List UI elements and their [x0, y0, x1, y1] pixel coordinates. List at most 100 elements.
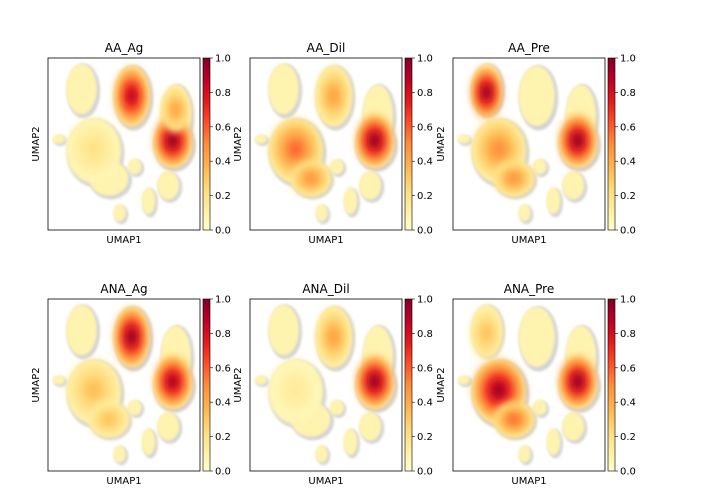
density-hotspot [330, 330, 337, 343]
panel-title: ANA_Ag [100, 282, 147, 296]
density-hotspot [172, 105, 179, 115]
colorbar-tick-label: 0.2 [417, 432, 433, 443]
colorbar-tick-label: 0.6 [620, 363, 636, 374]
cell-density [457, 375, 470, 385]
x-axis-label: UMAP1 [308, 235, 343, 246]
cell-density [66, 304, 97, 356]
colorbar-tick-label: 0.2 [620, 432, 636, 443]
colorbar-tick-label: 0.4 [620, 398, 636, 409]
colorbar-tick-label: 0.2 [215, 432, 231, 443]
density-hotspot [573, 376, 582, 387]
colorbar-tick-label: 0.2 [417, 191, 433, 202]
cell-density [532, 158, 547, 175]
cell-density [254, 134, 267, 144]
colorbar-tick-label: 0.8 [417, 329, 433, 340]
colorbar [607, 57, 616, 231]
colorbar [202, 298, 211, 472]
axes-frame [47, 298, 201, 472]
colorbar-tick-label: 1.0 [215, 54, 231, 65]
x-axis-label: UMAP1 [511, 235, 546, 246]
scatter-area [254, 63, 398, 225]
y-axis-label: UMAP2 [436, 126, 447, 161]
density-hotspot [168, 376, 177, 387]
colorbar-tick-label: 0.2 [215, 191, 231, 202]
colorbar-tick-label: 1.0 [620, 54, 636, 65]
colorbar [202, 57, 211, 231]
axes-frame [47, 57, 201, 231]
colorbar-tick-label: 1.0 [417, 54, 433, 65]
cell-density [52, 134, 65, 144]
cell-density [358, 171, 382, 200]
density-hotspot [370, 135, 379, 146]
panel-title: ANA_Dil [302, 282, 349, 296]
y-axis-label: UMAP2 [233, 367, 244, 402]
colorbar-tick-label: 0.6 [620, 122, 636, 133]
density-hotspot [370, 376, 379, 387]
x-axis-label: UMAP1 [511, 476, 546, 487]
colorbar-tick-label: 0.8 [620, 88, 636, 99]
colorbar [607, 298, 616, 472]
cell-density [457, 134, 470, 144]
cell-density [561, 171, 585, 200]
density-hotspot [128, 89, 135, 102]
density-hotspot [509, 174, 518, 182]
density-hotspot [483, 328, 490, 339]
cell-density [66, 63, 97, 115]
x-axis-label: UMAP1 [106, 476, 141, 487]
density-hotspot [168, 135, 177, 146]
axes-frame [249, 57, 403, 231]
colorbar-tick-label: 0.6 [417, 122, 433, 133]
cell-density [518, 306, 555, 367]
cell-density [52, 375, 65, 385]
axes-frame [452, 57, 606, 231]
colorbar-tick-label: 0.0 [417, 467, 433, 478]
density-hotspot [573, 135, 582, 146]
colorbar-tick-label: 0.0 [215, 226, 231, 237]
cell-density [329, 158, 344, 175]
cell-density [268, 63, 299, 115]
x-axis-label: UMAP1 [308, 476, 343, 487]
scatter-area [457, 63, 601, 225]
colorbar-tick-label: 1.0 [417, 295, 433, 306]
density-hotspot [88, 383, 99, 397]
density-hotspot [128, 330, 135, 343]
colorbar-tick-label: 0.4 [417, 157, 433, 168]
cell-density [315, 445, 328, 463]
panel-title: AA_Dil [307, 41, 346, 55]
cell-density [518, 65, 555, 126]
density-hotspot [493, 142, 504, 156]
colorbar-tick-label: 0.0 [620, 467, 636, 478]
cell-density [561, 412, 585, 441]
colorbar-tick-label: 0.6 [417, 363, 433, 374]
x-axis-label: UMAP1 [106, 235, 141, 246]
scatter-area [52, 304, 196, 466]
cell-density [315, 204, 328, 222]
cell-density [343, 428, 358, 456]
density-hotspot [290, 142, 301, 156]
y-axis-label: UMAP2 [31, 126, 42, 161]
y-axis-label: UMAP2 [436, 367, 447, 402]
colorbar-tick-label: 0.0 [417, 226, 433, 237]
cell-density [546, 187, 561, 215]
colorbar-tick-label: 0.6 [215, 363, 231, 374]
colorbar-tick-label: 0.4 [417, 398, 433, 409]
cell-density [156, 412, 180, 441]
cell-density [532, 399, 547, 416]
colorbar [404, 298, 413, 472]
umap-panel: AA_Dil UMAP1 UMAP2 0.0 0.2 0.4 0.6 0.8 1.0 [233, 41, 433, 246]
colorbar-tick-label: 0.8 [620, 329, 636, 340]
colorbar [404, 57, 413, 231]
colorbar-tick-label: 0.8 [417, 88, 433, 99]
scatter-area [52, 63, 196, 225]
density-hotspot [104, 415, 113, 423]
panel-title: ANA_Pre [504, 282, 554, 296]
colorbar-tick-label: 0.0 [620, 226, 636, 237]
colorbar-tick-label: 1.0 [215, 295, 231, 306]
umap-panel: AA_Pre UMAP1 UMAP2 0.0 0.2 0.4 0.6 0.8 1.0 [436, 41, 636, 246]
umap-panel: ANA_Pre UMAP1 UMAP2 0.0 0.2 0.4 0.6 0.8 1.0 [436, 282, 636, 487]
scatter-area [457, 304, 601, 466]
density-hotspot [483, 87, 490, 98]
cell-density [268, 304, 299, 356]
cell-density [546, 428, 561, 456]
